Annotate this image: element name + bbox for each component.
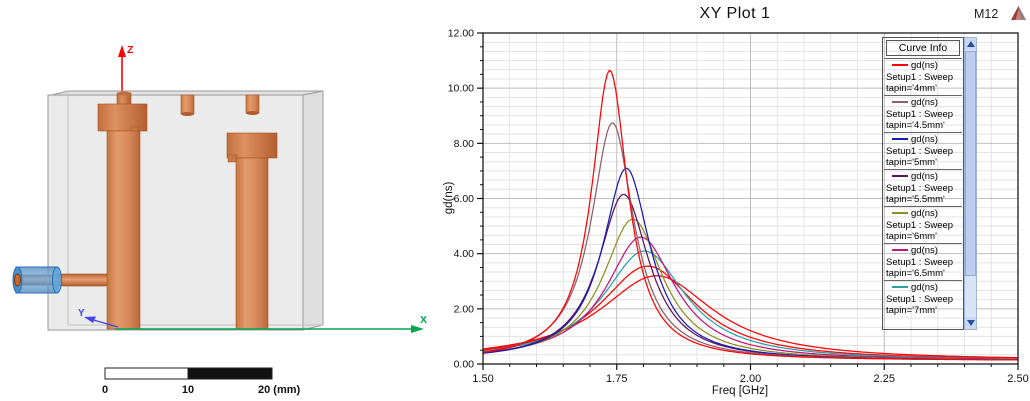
axis-y: Y [78, 308, 119, 328]
legend-entry-text: Setup1 : Sweep [886, 219, 954, 231]
cavity-box[interactable] [47, 90, 324, 331]
y-tick-label: 4.00 [454, 248, 475, 260]
y-tick-label: 2.00 [454, 303, 475, 315]
axis-ticks [477, 32, 1019, 370]
resonator-1[interactable] [97, 91, 148, 330]
resonator-2[interactable] [226, 132, 278, 330]
model-3d-view: Z [12, 44, 427, 396]
legend-entry-tapin-7mm-[interactable]: gd(ns) Setup1 : Sweep tapin='7mm' [884, 280, 962, 317]
legend-entry-text: tapin='4mm' [886, 83, 937, 94]
y-tick-label: 6.00 [454, 193, 475, 205]
axis-y-label: Y [78, 308, 85, 319]
legend-entry-tapin-5.5mm-[interactable]: gd(ns) Setup1 : Sweep tapin='5.5mm' [884, 169, 962, 206]
scroll-up-icon [966, 41, 975, 47]
legend-entry-text: Setup1 : Sweep [886, 256, 954, 268]
x-axis-title: Freq [GHz] [712, 385, 768, 397]
axis-x-label: X [420, 314, 427, 326]
y-axis-title: gd(ns) [443, 182, 455, 215]
tuning-screw-2[interactable] [245, 94, 260, 115]
legend-swatch-icon [892, 101, 908, 104]
y-tick-label: 10.00 [448, 83, 474, 95]
legend-swatch-icon [892, 64, 908, 67]
plot-title: XY Plot 1 [699, 5, 771, 22]
axis-z-label: Z [127, 44, 134, 56]
axis-x: X [115, 314, 427, 333]
y-tick-label: 8.00 [454, 138, 475, 150]
legend-swatch-icon [892, 138, 908, 141]
legend-entry-text: tapin='6.5mm' [886, 268, 945, 279]
scroll-down-button[interactable] [965, 317, 976, 329]
legend-entry-text: Setup1 : Sweep [886, 71, 954, 83]
scroll-down-icon [966, 320, 975, 326]
legend-entry-text: Setup1 : Sweep [886, 145, 954, 157]
legend-scrollbar[interactable] [964, 37, 977, 330]
legend-entry-text: tapin='5.5mm' [886, 194, 945, 205]
curve-info-legend[interactable]: Curve Info gd(ns) Setup1 : Sweep tapin='4m… [882, 37, 964, 330]
plot-curves [482, 69, 1019, 361]
curve-tapin-4mm-[interactable] [482, 69, 1019, 361]
xy-plot: 1.50 1.75 2.00 2.25 2.50 0.00 2.00 4.00 6.00 8.00… [443, 28, 1029, 398]
x-tick-label: 1.75 [606, 373, 627, 385]
scale-label-20: 20 (mm) [258, 384, 301, 396]
tuning-screw-1[interactable] [180, 94, 195, 116]
legend-entry-text: tapin='6mm' [886, 231, 937, 242]
scroll-up-button[interactable] [965, 38, 976, 50]
scale-bar: 0 10 20 (mm) [102, 367, 301, 396]
legend-entry-tapin-6mm-[interactable]: gd(ns) Setup1 : Sweep tapin='6mm' [884, 206, 962, 243]
ansoft-logo-icon [1011, 6, 1026, 20]
legend-swatch-icon [892, 249, 908, 252]
y-tick-label: 12.00 [448, 28, 474, 40]
legend-entry-text: Setup1 : Sweep [886, 108, 954, 120]
legend-entry-text: tapin='5mm' [886, 157, 937, 168]
legend-entry-tapin-6.5mm-[interactable]: gd(ns) Setup1 : Sweep tapin='6.5mm' [884, 243, 962, 280]
coax-connector[interactable] [12, 266, 62, 294]
report-marker-label: M12 [974, 7, 999, 21]
legend-swatch-icon [892, 286, 908, 289]
legend-entry-text: tapin='7mm' [886, 305, 937, 316]
legend-entry-tapin-5mm-[interactable]: gd(ns) Setup1 : Sweep tapin='5mm' [884, 132, 962, 169]
x-tick-label: 1.50 [472, 373, 493, 385]
x-tick-label: 2.50 [1007, 373, 1028, 385]
tap-line[interactable] [55, 273, 111, 287]
legend-entry-text: Setup1 : Sweep [886, 182, 954, 194]
grid-major [483, 33, 1018, 364]
scale-label-0: 0 [102, 384, 108, 396]
legend-entry-text: tapin='4.5mm' [886, 120, 945, 131]
legend-swatch-icon [892, 175, 908, 178]
x-tick-label: 2.25 [874, 373, 895, 385]
x-tick-label: 2.00 [740, 373, 761, 385]
legend-header: Curve Info [886, 40, 960, 56]
legend-entry-tapin-4mm-[interactable]: gd(ns) Setup1 : Sweep tapin='4mm' [884, 58, 962, 95]
scrollbar-thumb[interactable] [965, 51, 976, 276]
legend-swatch-icon [892, 212, 908, 215]
legend-entry-text: Setup1 : Sweep [886, 293, 954, 305]
y-tick-label: 0.00 [454, 359, 475, 371]
axis-tick-labels: 1.50 1.75 2.00 2.25 2.50 0.00 2.00 4.00 6.00 8.00… [448, 28, 1029, 386]
curve-tapin-7mm-[interactable] [482, 250, 1018, 360]
coax-pin-tip [14, 273, 21, 287]
legend-entry-tapin-4.5mm-[interactable]: gd(ns) Setup1 : Sweep tapin='4.5mm' [884, 95, 962, 132]
scale-label-10: 10 [182, 384, 194, 396]
